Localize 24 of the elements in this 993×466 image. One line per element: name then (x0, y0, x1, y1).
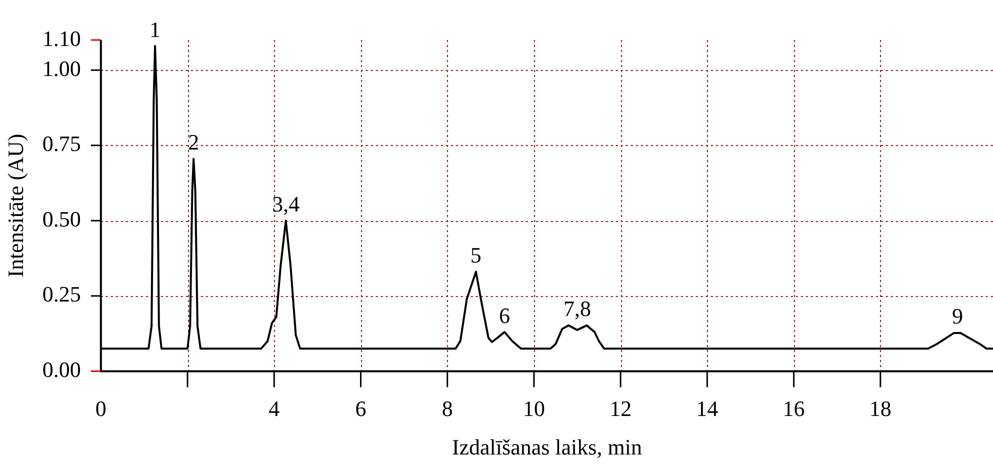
x-tick-label: 8 (442, 396, 453, 422)
annotation: 2 (188, 130, 200, 155)
x-tick-label: 0 (95, 396, 106, 422)
y-tick-label: 0.75 (42, 131, 81, 156)
x-tick-label: 16 (782, 396, 805, 422)
x-tick-label: 14 (696, 396, 718, 422)
y-tick-label: 1.10 (42, 26, 81, 51)
x-tick-label: 12 (610, 396, 632, 422)
y-tick-label: 0.25 (42, 282, 81, 307)
x-tick-label: 18 (869, 396, 892, 422)
annotation: 7,8 (564, 296, 592, 322)
annotation: 1 (150, 16, 161, 42)
annotation: 9 (952, 304, 963, 329)
x-axis-title: Izdalīšanas laiks, min (452, 434, 642, 460)
x-tick-label: 10 (522, 396, 545, 422)
y-tick-label: 0.50 (42, 206, 81, 232)
y-tick-label: 1.00 (42, 56, 81, 81)
y-tick-label: 0.00 (42, 356, 81, 382)
annotation: 5 (470, 242, 482, 268)
annotation: 3,4 (272, 191, 300, 216)
annotation: 6 (499, 302, 510, 328)
x-tick-label: 6 (355, 396, 366, 422)
x-tick-label: 4 (268, 396, 280, 422)
y-axis-title: Intensitāte (AU) (2, 134, 28, 278)
